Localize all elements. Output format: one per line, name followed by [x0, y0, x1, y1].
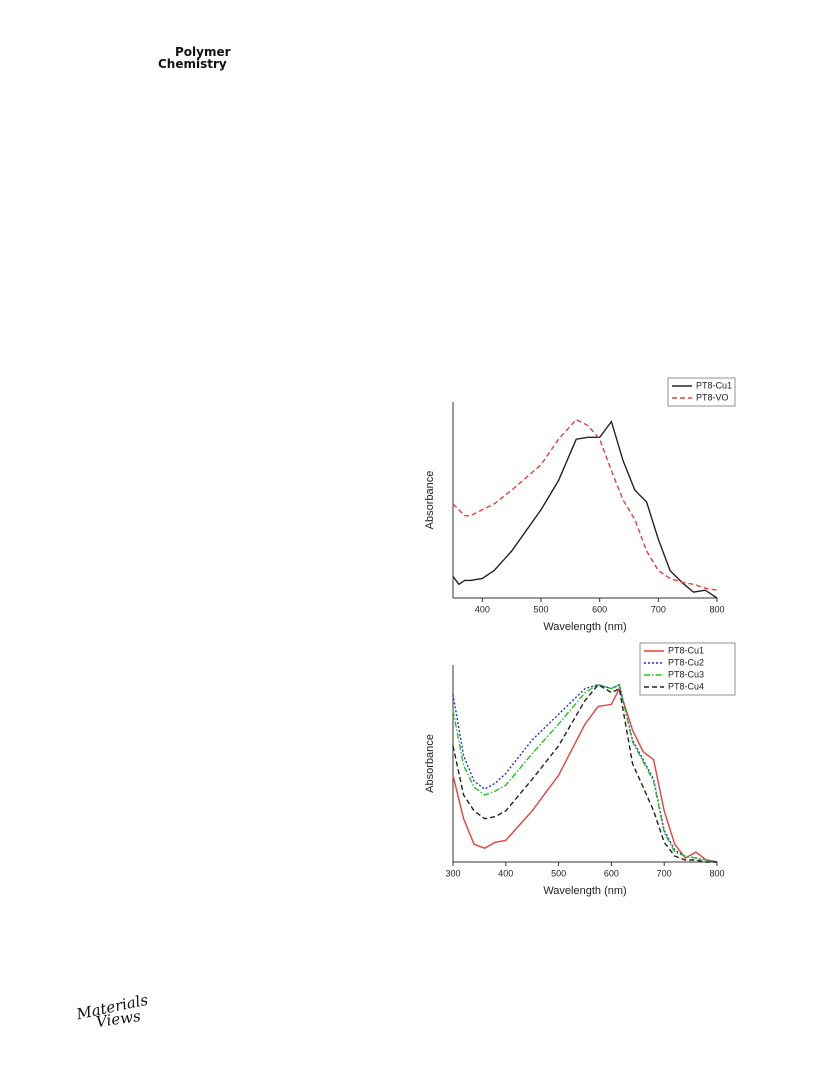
x-tick-label: 500	[551, 868, 566, 878]
data-line	[452, 683, 718, 863]
y-axis-label: Absorbance	[424, 734, 436, 793]
x-tick-label: 800	[709, 868, 724, 878]
x-tick-label: 400	[498, 868, 513, 878]
x-tick-label: 600	[604, 868, 619, 878]
data-line	[452, 683, 717, 863]
journal-name: Polymer	[175, 45, 231, 59]
journal-name: Chemistry	[158, 57, 227, 71]
legend-label: PT8-Cu1	[668, 645, 704, 655]
x-tick-label: 400	[475, 604, 490, 614]
x-tick-label: 600	[592, 604, 607, 614]
legend-label: PT8-Cu3	[668, 669, 704, 679]
x-tick-label: 700	[651, 604, 666, 614]
x-axis-label: Wavelength (nm)	[543, 621, 626, 633]
legend-box	[667, 377, 736, 407]
x-axis-label: Wavelength (nm)	[543, 885, 626, 897]
x-tick-label: 800	[709, 604, 724, 614]
data-line	[452, 683, 718, 863]
y-axis-label: Absorbance	[424, 471, 436, 530]
data-line	[452, 686, 718, 863]
x-tick-label: 500	[533, 604, 548, 614]
x-tick-label: 700	[657, 868, 672, 878]
data-line	[452, 418, 718, 591]
legend-label: PT8-VO	[696, 392, 729, 402]
legend-label: PT8-Cu1	[696, 380, 732, 390]
data-line	[452, 420, 718, 599]
legend-label: PT8-Cu2	[668, 657, 704, 667]
legend-label: PT8-Cu4	[668, 681, 704, 691]
x-tick-label: 300	[445, 868, 460, 878]
